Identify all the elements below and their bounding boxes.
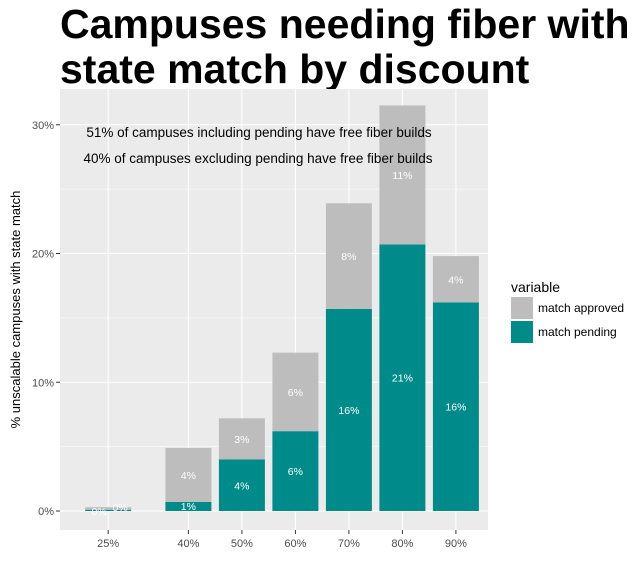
- bar-match-pending: [432, 302, 479, 511]
- x-tick-label: 50%: [231, 538, 253, 550]
- bar-label-match-pending: 16%: [338, 405, 359, 417]
- legend: variable match approved match pending: [511, 279, 624, 343]
- bar-label-match-approved: 4%: [181, 470, 196, 482]
- x-tick-label: 60%: [284, 538, 306, 550]
- x-axis: 25% 40% 50% 60% 70% 80% 90%: [97, 530, 467, 550]
- legend-title: variable: [511, 279, 560, 295]
- legend-label: match approved: [538, 301, 624, 315]
- y-axis: 0% 10% 20% 30%: [32, 120, 60, 518]
- bar-label-match-pending: 21%: [392, 373, 413, 385]
- legend-swatch: [511, 321, 533, 343]
- x-tick-label: 70%: [338, 538, 360, 550]
- annotation-text: 51% of campuses including pending have f…: [86, 125, 431, 140]
- bar-label-match-approved: 8%: [341, 251, 356, 263]
- bar-label-match-approved: 0%: [113, 502, 128, 514]
- legend-label: match pending: [538, 325, 617, 339]
- x-tick-label: 40%: [177, 538, 199, 550]
- bars: [85, 105, 479, 512]
- bar-label-match-pending: 16%: [445, 402, 466, 414]
- bar-labels: 0% 0% 1% 4% 4% 3% 6% 6% 16% 8% 21% 11% 16% 4%: [92, 170, 467, 518]
- y-tick-label: 10%: [32, 377, 54, 389]
- bar-label-match-pending: 0%: [92, 506, 107, 518]
- bar-match-pending: [165, 501, 212, 511]
- annotation-text: 40% of campuses excluding pending have f…: [84, 151, 433, 166]
- y-axis-label: % unscalable campuses with state match: [8, 191, 23, 429]
- bar-match-approved: [272, 352, 319, 432]
- bar-label-match-approved: 4%: [448, 274, 463, 286]
- y-tick-label: 0%: [38, 506, 54, 518]
- x-tick-label: 90%: [445, 538, 467, 550]
- bar-match-approved: [85, 507, 132, 510]
- bar-match-pending: [85, 509, 132, 511]
- bar-match-approved: [325, 203, 372, 309]
- bar-match-pending: [218, 459, 265, 511]
- bar-match-approved: [165, 447, 212, 502]
- bar-match-pending: [379, 244, 426, 512]
- legend-swatch: [511, 297, 533, 319]
- bar-label-match-pending: 4%: [234, 480, 249, 492]
- bar-match-approved: [379, 105, 426, 245]
- bar-label-match-approved: 3%: [234, 434, 249, 446]
- bar-label-match-approved: 6%: [288, 387, 303, 399]
- bar-match-pending: [325, 308, 372, 511]
- bar-label-match-approved: 11%: [392, 170, 412, 182]
- x-tick-label: 80%: [391, 538, 413, 550]
- bar-label-match-pending: 6%: [288, 466, 303, 478]
- bar-label-match-pending: 1%: [181, 501, 196, 513]
- bar-match-approved: [218, 418, 265, 460]
- bar-match-pending: [272, 431, 319, 511]
- chart-title: Campuses needing fiber with state match …: [60, 1, 630, 92]
- annotations: 51% of campuses including pending have f…: [84, 125, 433, 166]
- y-tick-label: 30%: [32, 120, 54, 132]
- x-tick-label: 25%: [97, 538, 119, 550]
- y-tick-label: 20%: [32, 249, 54, 261]
- bar-match-approved: [432, 256, 479, 303]
